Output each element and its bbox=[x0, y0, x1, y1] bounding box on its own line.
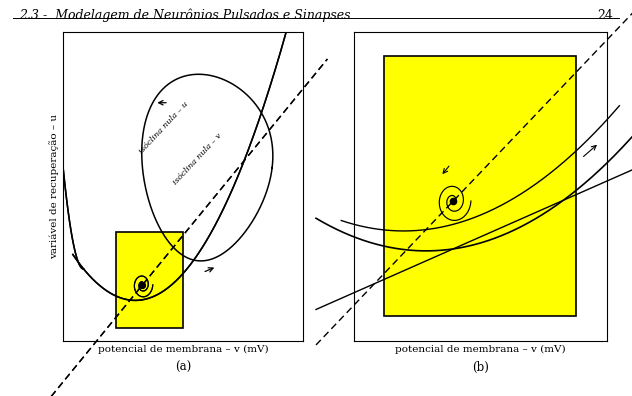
Bar bbox=[116, 232, 183, 328]
X-axis label: potencial de membrana – v (mV): potencial de membrana – v (mV) bbox=[98, 345, 269, 354]
Text: isóclina nula – v: isóclina nula – v bbox=[172, 131, 224, 186]
Text: isóclina nula – u: isóclina nula – u bbox=[138, 100, 190, 155]
Text: 24: 24 bbox=[597, 9, 613, 22]
Text: 2.3 -  Modelagem de Neurônios Pulsados e Sinapses: 2.3 - Modelagem de Neurônios Pulsados e … bbox=[19, 9, 351, 22]
Y-axis label: variável de recuperação – u: variável de recuperação – u bbox=[49, 114, 59, 259]
Text: (b): (b) bbox=[472, 362, 489, 375]
Text: (a): (a) bbox=[175, 362, 191, 375]
Bar bbox=[384, 56, 576, 316]
X-axis label: potencial de membrana – v (mV): potencial de membrana – v (mV) bbox=[395, 345, 566, 354]
